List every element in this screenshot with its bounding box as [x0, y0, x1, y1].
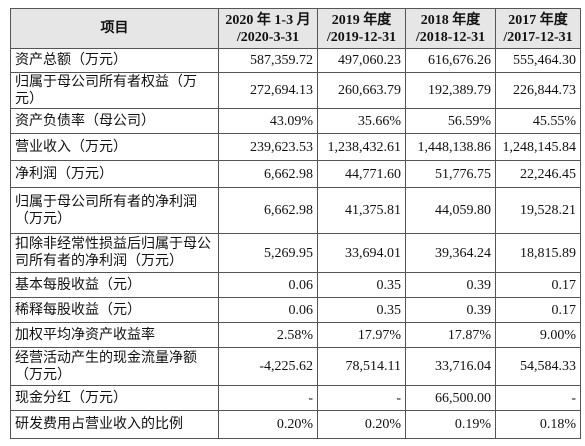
header-cell: 2020 年 1-3 月/2020-3-31	[218, 8, 318, 49]
table-header: 项目 2020 年 1-3 月/2020-3-31 2019 年度/2019-12-…	[10, 8, 581, 49]
cell-value: 0.35	[317, 297, 406, 323]
cell-value: 45.55%	[495, 108, 581, 134]
cell-value: 226,844.73	[495, 72, 581, 109]
cell-value: 44,771.60	[317, 160, 406, 188]
header-text: 2018 年度	[420, 12, 481, 28]
cell-value: 66,500.00	[405, 385, 496, 411]
table-row: 营业收入（万元） 239,623.53 1,238,432.61 1,448,138.…	[10, 133, 581, 161]
cell-value: 239,623.53	[218, 133, 318, 161]
cell-value: 17.97%	[317, 322, 406, 348]
table-row: 扣除非经常性损益后归属于母公司所有者的净利润（万元） 5,269.95 33,694…	[10, 233, 581, 273]
row-label: 资产总额（万元）	[10, 48, 219, 73]
cell-value: 9.00%	[495, 322, 581, 348]
cell-value: 272,694.13	[218, 72, 318, 109]
row-label: 归属于母公司所有者的净利润（万元）	[10, 187, 219, 234]
header-text: /2019-12-31	[326, 29, 397, 45]
row-label: 经营活动产生的现金流量净额（万元）	[10, 347, 219, 386]
header-text: /2018-12-31	[415, 29, 486, 45]
row-label: 现金分红（万元）	[10, 385, 219, 411]
cell-value: 33,716.04	[405, 347, 496, 386]
cell-value: 0.20%	[317, 410, 406, 439]
cell-value: 41,375.81	[317, 187, 406, 234]
table-row: 资产总额（万元） 587,359.72 497,060.23 616,676.26 55…	[10, 48, 581, 73]
header-text: /2020-3-31	[236, 29, 300, 45]
cell-value: 1,248,145.84	[495, 133, 581, 161]
header-row: 项目 2020 年 1-3 月/2020-3-31 2019 年度/2019-12-…	[10, 8, 581, 49]
row-label: 扣除非经常性损益后归属于母公司所有者的净利润（万元）	[10, 233, 219, 273]
cell-value: 497,060.23	[317, 48, 406, 73]
cell-value: 78,514.11	[317, 347, 406, 386]
row-label: 研发费用占营业收入的比例	[10, 410, 219, 439]
cell-value: 22,246.45	[495, 160, 581, 188]
row-label: 基本每股收益（元）	[10, 272, 219, 298]
row-label: 归属于母公司所有者权益（万元）	[10, 72, 219, 109]
header-text: 2017 年度	[508, 12, 568, 28]
cell-value: -4,225.62	[218, 347, 318, 386]
table-row: 加权平均净资产收益率 2.58% 17.97% 17.87% 9.00%	[10, 322, 581, 348]
cell-value: 35.66%	[317, 108, 406, 134]
cell-value: 44,059.80	[405, 187, 496, 234]
cell-value: 2.58%	[218, 322, 318, 348]
cell-value: 0.06	[218, 272, 318, 298]
cell-value: -	[317, 385, 406, 411]
cell-value: 0.17	[495, 297, 581, 323]
row-label: 净利润（万元）	[10, 160, 219, 188]
cell-value: 1,448,138.86	[405, 133, 496, 161]
cell-value: 0.19%	[405, 410, 496, 439]
header-cell: 2019 年度/2019-12-31	[317, 8, 406, 49]
cell-value: 555,464.30	[495, 48, 581, 73]
financial-table: 项目 2020 年 1-3 月/2020-3-31 2019 年度/2019-12-…	[10, 8, 581, 439]
header-text: 2020 年 1-3 月	[225, 12, 311, 28]
table-row: 现金分红（万元） - -66,500.00-	[10, 385, 581, 411]
table-row: 净利润（万元） 6,662.98 44,771.60 51,776.75 22,246.…	[10, 160, 581, 188]
table-row: 基本每股收益（元） 0.06 0.35 0.39 0.17	[10, 272, 581, 298]
header-cell: 2018 年度/2018-12-31	[405, 8, 496, 49]
cell-value: -	[495, 385, 581, 411]
row-label: 资产负债率（母公司）	[10, 108, 219, 134]
cell-value: 51,776.75	[405, 160, 496, 188]
cell-value: 5,269.95	[218, 233, 318, 273]
cell-value: 19,528.21	[495, 187, 581, 234]
cell-value: 0.35	[317, 272, 406, 298]
table-row: 归属于母公司所有者权益（万元） 272,694.13 260,663.79 192,3…	[10, 72, 581, 109]
table-row: 经营活动产生的现金流量净额（万元） -4,225.62 78,514.11 33,71…	[10, 347, 581, 386]
row-label: 营业收入（万元）	[10, 133, 219, 161]
cell-value: 33,694.01	[317, 233, 406, 273]
cell-value: 17.87%	[405, 322, 496, 348]
cell-value: 43.09%	[218, 108, 318, 134]
cell-value: 0.20%	[218, 410, 318, 439]
cell-value: 616,676.26	[405, 48, 496, 73]
cell-value: 587,359.72	[218, 48, 318, 73]
cell-value: 39,364.24	[405, 233, 496, 273]
header-cell: 项目	[10, 8, 219, 49]
cell-value: 260,663.79	[317, 72, 406, 109]
cell-value: 0.18%	[495, 410, 581, 439]
cell-value: 56.59%	[405, 108, 496, 134]
header-cell: 2017 年度/2017-12-31	[495, 8, 581, 49]
table-body: 资产总额（万元） 587,359.72 497,060.23 616,676.26 55…	[10, 48, 581, 439]
cell-value: 192,389.79	[405, 72, 496, 109]
table-row: 资产负债率（母公司） 43.09% 35.66% 56.59% 45.55%	[10, 108, 581, 134]
cell-value: 1,238,432.61	[317, 133, 406, 161]
cell-value: 54,584.33	[495, 347, 581, 386]
header-text: /2017-12-31	[503, 29, 573, 45]
cell-value: 0.39	[405, 272, 496, 298]
cell-value: 0.06	[218, 297, 318, 323]
cell-value: 6,662.98	[218, 187, 318, 234]
cell-value: 18,815.89	[495, 233, 581, 273]
cell-value: 6,662.98	[218, 160, 318, 188]
table-row: 研发费用占营业收入的比例 0.20% 0.20% 0.19% 0.18%	[10, 410, 581, 439]
row-label: 加权平均净资产收益率	[10, 322, 219, 348]
table-row: 稀释每股收益（元） 0.06 0.35 0.39 0.17	[10, 297, 581, 323]
header-text: 项目	[100, 21, 129, 36]
header-text: 2019 年度	[331, 12, 392, 28]
row-label: 稀释每股收益（元）	[10, 297, 219, 323]
cell-value: 0.17	[495, 272, 581, 298]
table-row: 归属于母公司所有者的净利润（万元） 6,662.98 41,375.81 44,059…	[10, 187, 581, 234]
cell-value: 0.39	[405, 297, 496, 323]
cell-value: -	[218, 385, 318, 411]
